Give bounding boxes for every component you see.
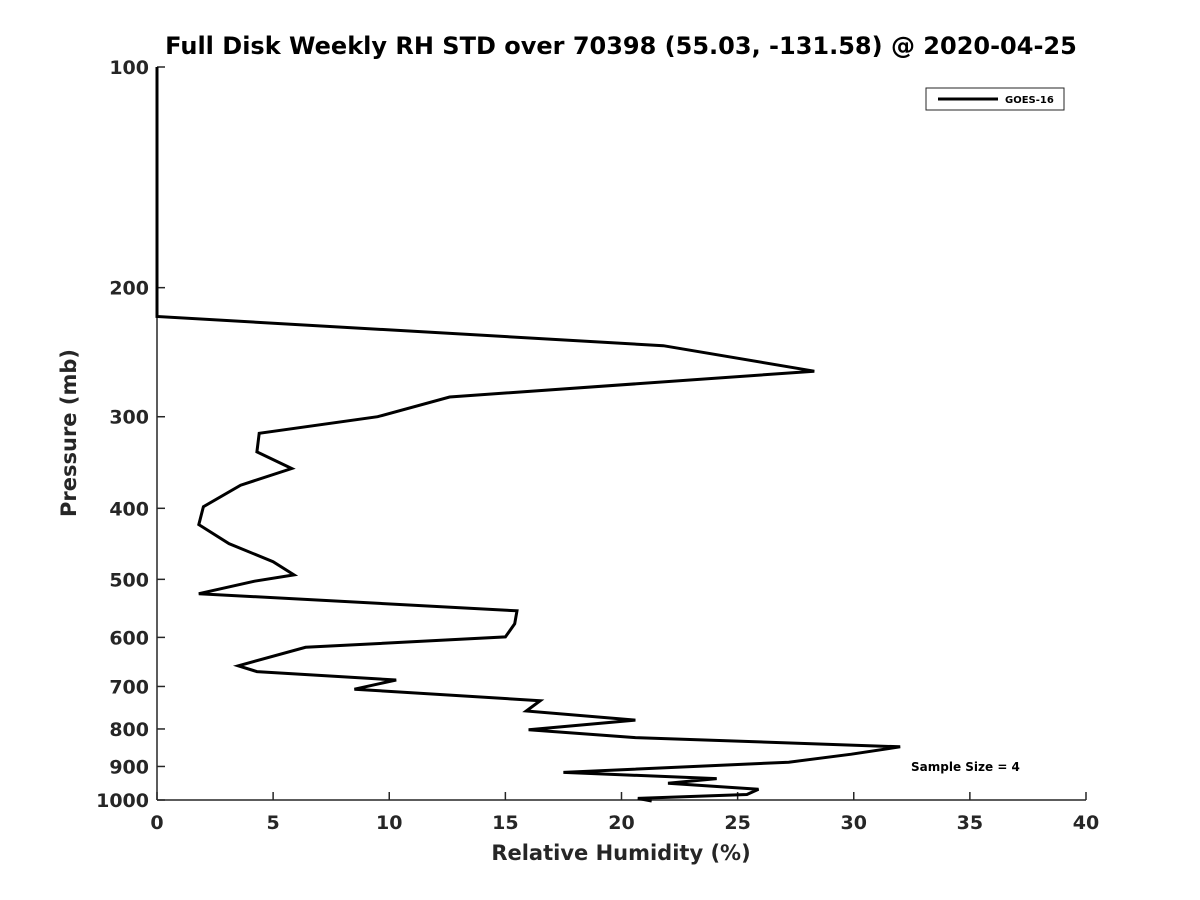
x-tick-label: 40 xyxy=(1073,812,1099,834)
x-tick-label: 10 xyxy=(376,812,402,834)
chart-title: Full Disk Weekly RH STD over 70398 (55.0… xyxy=(165,32,1077,60)
y-ticks: 100 200 300 400 500 600 700 800 900 1000 xyxy=(96,57,165,812)
y-axis-label: Pressure (mb) xyxy=(57,349,81,517)
y-tick-label: 500 xyxy=(109,569,149,591)
y-tick-label: 700 xyxy=(109,676,149,698)
y-tick-label: 1000 xyxy=(96,790,149,812)
x-axis-label: Relative Humidity (%) xyxy=(491,841,750,865)
series-line-goes-16 xyxy=(155,67,901,803)
y-tick-label: 200 xyxy=(109,278,149,300)
x-tick-label: 25 xyxy=(724,812,750,834)
x-tick-label: 30 xyxy=(841,812,867,834)
x-tick-label: 35 xyxy=(957,812,983,834)
x-tick-label: 20 xyxy=(608,812,634,834)
y-tick-label: 300 xyxy=(109,407,149,429)
plot-area xyxy=(155,67,901,803)
legend-label-goes-16: GOES-16 xyxy=(1005,95,1054,106)
x-tick-label: 0 xyxy=(150,812,163,834)
legend: GOES-16 xyxy=(925,87,1065,111)
x-tick-label: 5 xyxy=(267,812,280,834)
y-tick-label: 900 xyxy=(109,756,149,778)
y-tick-label: 600 xyxy=(109,627,149,649)
y-tick-label: 400 xyxy=(109,498,149,520)
y-tick-label: 100 xyxy=(109,57,149,79)
x-tick-label: 15 xyxy=(492,812,518,834)
x-ticks: 0 5 10 15 20 25 30 35 40 xyxy=(150,792,1099,834)
y-tick-label: 800 xyxy=(109,719,149,741)
sample-size-annotation: Sample Size = 4 xyxy=(911,760,1020,774)
